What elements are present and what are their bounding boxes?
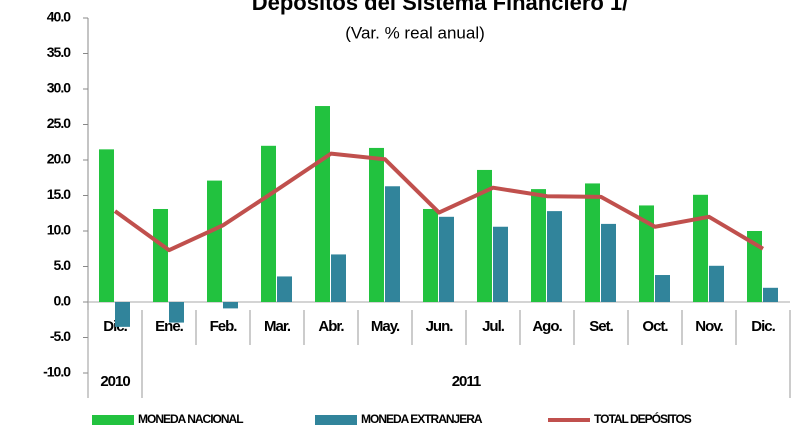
bar — [223, 302, 238, 309]
x-group-label: 2011 — [452, 373, 481, 390]
x-tick-label: Ago. — [532, 318, 562, 335]
y-tick-label: 20.0 — [47, 151, 71, 167]
x-tick-label: Abr. — [318, 318, 344, 335]
bar — [601, 223, 616, 302]
y-tick-label: 30.0 — [47, 80, 71, 96]
y-tick-label: -10.0 — [43, 364, 71, 380]
bar — [153, 208, 168, 302]
bar — [369, 147, 384, 302]
bar — [277, 276, 292, 302]
y-tick-label: -5.0 — [50, 328, 71, 344]
bar — [585, 183, 600, 302]
x-tick-label: Oct. — [642, 318, 668, 335]
y-tick-label: 0.0 — [54, 293, 72, 309]
y-tick-label: 35.0 — [47, 44, 71, 60]
legend-label: TOTAL DEPÓSITOS — [594, 411, 692, 426]
bar — [115, 302, 130, 327]
bar — [315, 106, 330, 302]
bar — [763, 287, 778, 302]
y-tick-label: 15.0 — [47, 186, 71, 202]
bar — [747, 231, 762, 302]
legend-swatch — [92, 415, 134, 425]
y-tick-label: 5.0 — [54, 257, 72, 273]
bar — [439, 216, 454, 302]
y-tick-label: 40.0 — [47, 9, 71, 25]
legend-swatch — [315, 415, 357, 425]
x-tick-label: Jul. — [482, 318, 505, 335]
y-tick-label: 10.0 — [47, 222, 71, 238]
y-tick-label: 25.0 — [47, 115, 71, 131]
x-tick-label: Jun. — [426, 318, 454, 335]
bar — [423, 208, 438, 302]
bar — [385, 186, 400, 302]
chart-title: Depósitos del Sistema Financiero 1/ — [252, 0, 629, 15]
bar — [709, 265, 724, 302]
bar — [693, 194, 708, 302]
x-group-label: 2010 — [100, 373, 130, 390]
x-tick-label: May. — [371, 318, 400, 335]
bar — [99, 149, 114, 302]
bar — [331, 254, 346, 302]
bar — [477, 169, 492, 302]
bar — [207, 180, 222, 302]
bar — [531, 189, 546, 302]
x-tick-label: Mar. — [264, 318, 291, 335]
bar — [639, 205, 654, 302]
bar — [547, 211, 562, 302]
x-tick-label: Set. — [589, 318, 613, 335]
line — [113, 151, 765, 253]
bar — [493, 226, 508, 302]
legend-label: MONEDA EXTRANJERA — [361, 412, 483, 426]
bar — [261, 145, 276, 302]
x-tick-label: Nov. — [695, 318, 723, 335]
x-tick-label: Dic. — [751, 318, 775, 335]
bar — [169, 302, 184, 323]
legend-label: MONEDA NACIONAL — [138, 412, 243, 426]
x-tick-label: Feb. — [210, 318, 238, 335]
chart-subtitle: (Var. % real anual) — [345, 23, 485, 42]
bar — [655, 275, 670, 302]
